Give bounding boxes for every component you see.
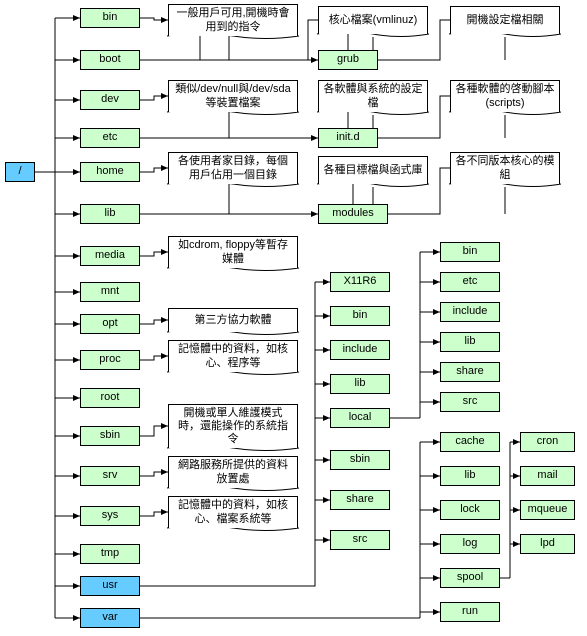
- dir-sbin: sbin: [80, 426, 140, 446]
- dir-local-share: share: [440, 362, 500, 382]
- dir-boot-grub: grub: [318, 50, 378, 70]
- note-box: 各種軟體的啓動腳本(scripts): [450, 80, 560, 112]
- dir-mnt: mnt: [80, 282, 140, 302]
- dir-usr: usr: [80, 576, 140, 596]
- note-box: 記憶體中的資料，如核心、程序等: [168, 340, 298, 372]
- dir-usr-local: local: [330, 408, 390, 428]
- dir-usr-X11R6: X11R6: [330, 272, 390, 292]
- dir-sys: sys: [80, 506, 140, 526]
- note-box: 各軟體與系統的設定檔: [318, 80, 428, 112]
- dir-etc: etc: [80, 128, 140, 148]
- dir-boot: boot: [80, 50, 140, 70]
- note-box: 核心檔案(vmlinuz): [318, 6, 428, 34]
- dir-local-src: src: [440, 392, 500, 412]
- dir-lib: lib: [80, 204, 140, 224]
- dir-media: media: [80, 246, 140, 266]
- note-box: 開機或單人維護模式時，還能操作的系統指令: [168, 404, 298, 448]
- dir-etc-init.d: init.d: [318, 128, 378, 148]
- root-node: /: [5, 162, 35, 182]
- dir-proc: proc: [80, 350, 140, 370]
- dir-dev: dev: [80, 90, 140, 110]
- dir-usr-include: include: [330, 340, 390, 360]
- dir-usr-sbin: sbin: [330, 450, 390, 470]
- dir-spool-lpd: lpd: [520, 534, 575, 554]
- note-box: 類似/dev/null與/dev/sda等裝置檔案: [168, 80, 298, 112]
- dir-var-spool: spool: [440, 568, 500, 588]
- dir-srv: srv: [80, 466, 140, 486]
- note-box: 第三方協力軟體: [168, 308, 298, 332]
- dir-spool-cron: cron: [520, 432, 575, 452]
- dir-tmp: tmp: [80, 544, 140, 564]
- dir-local-bin: bin: [440, 242, 500, 262]
- note-box: 開機設定檔相關: [450, 6, 560, 34]
- dir-usr-src: src: [330, 530, 390, 550]
- note-box: 一般用戶可用,開機時會用到的指令: [168, 4, 298, 36]
- dir-var-run: run: [440, 602, 500, 622]
- dir-home: home: [80, 162, 140, 182]
- dir-usr-bin: bin: [330, 306, 390, 326]
- dir-local-lib: lib: [440, 332, 500, 352]
- dir-usr-share: share: [330, 490, 390, 510]
- dir-var-lock: lock: [440, 500, 500, 520]
- dir-var-cache: cache: [440, 432, 500, 452]
- dir-root: root: [80, 388, 140, 408]
- dir-opt: opt: [80, 314, 140, 334]
- note-box: 網路服務所提供的資料放置處: [168, 456, 298, 488]
- dir-var-log: log: [440, 534, 500, 554]
- dir-local-etc: etc: [440, 272, 500, 292]
- note-box: 各不同版本核心的模組: [450, 152, 560, 184]
- dir-local-include: include: [440, 302, 500, 322]
- dir-bin: bin: [80, 8, 140, 28]
- dir-usr-lib: lib: [330, 374, 390, 394]
- dir-var-lib: lib: [440, 466, 500, 486]
- dir-var: var: [80, 608, 140, 628]
- dir-spool-mqueue: mqueue: [520, 500, 575, 520]
- note-box: 各種目標檔與函式庫: [318, 156, 428, 184]
- dir-spool-mail: mail: [520, 466, 575, 486]
- dir-lib-modules: modules: [318, 204, 388, 224]
- note-box: 如cdrom, floppy等暫存媒體: [168, 236, 298, 268]
- note-box: 各使用者家目錄，每個用戶佔用一個目錄: [168, 152, 298, 184]
- note-box: 記憶體中的資料，如核心、檔案系統等: [168, 496, 298, 528]
